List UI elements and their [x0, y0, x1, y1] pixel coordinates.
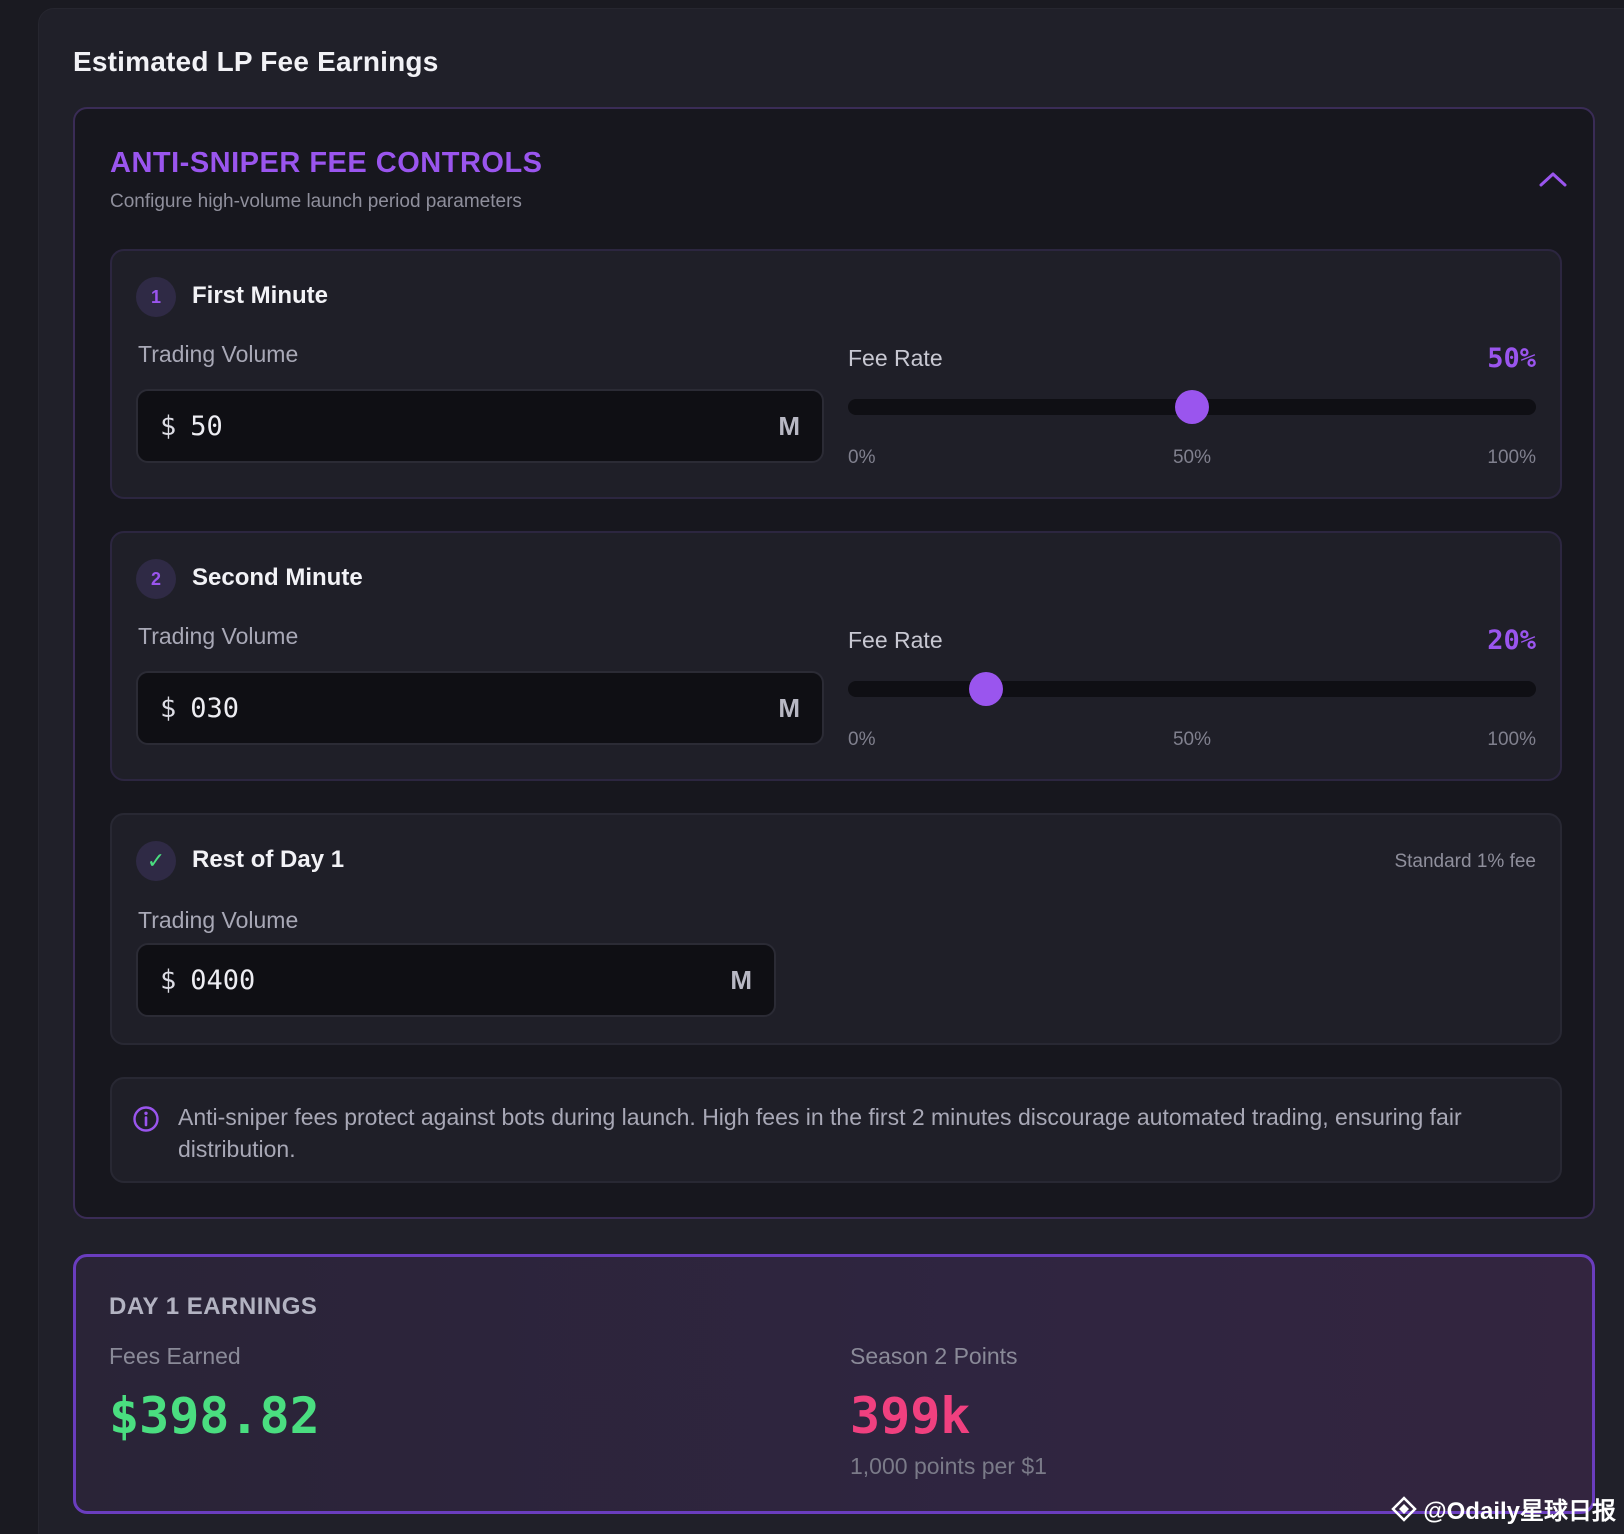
trading-volume-value[interactable]: 50 — [190, 410, 223, 442]
info-box: Anti-sniper fees protect against bots du… — [110, 1077, 1562, 1183]
slider-thumb[interactable] — [1175, 390, 1209, 424]
section-rest-of-day: ✓ Rest of Day 1 Standard 1% fee Trading … — [110, 813, 1562, 1045]
trading-volume-input[interactable]: $ 030 M — [136, 671, 824, 745]
tick-label: 100% — [1487, 447, 1536, 468]
currency-symbol: $ — [160, 410, 177, 442]
fee-rate-value: 50% — [1487, 343, 1536, 374]
collapse-button[interactable] — [1533, 159, 1573, 199]
info-icon — [133, 1106, 159, 1132]
tick-label: 100% — [1487, 729, 1536, 750]
tick-label: 50% — [1172, 447, 1212, 468]
trading-volume-input[interactable]: $ 0400 M — [136, 943, 776, 1017]
tick-label: 50% — [1172, 729, 1212, 750]
fee-rate-label: Fee Rate — [848, 345, 943, 371]
trading-volume-input[interactable]: $ 50 M — [136, 389, 824, 463]
watermark: @Odaily星球日报 — [1391, 1491, 1616, 1526]
page-title: Estimated LP Fee Earnings — [73, 46, 439, 77]
controls-title: ANTI-SNIPER FEE CONTROLS — [110, 147, 543, 179]
section-second-minute: 2 Second Minute Trading Volume $ 030 M F… — [110, 531, 1562, 781]
section-title: First Minute — [192, 282, 328, 309]
fee-rate-label: Fee Rate — [848, 627, 943, 653]
slider-ticks: 0% 50% 100% — [848, 447, 1536, 471]
fee-rate-value: 20% — [1487, 625, 1536, 656]
info-text: Anti-sniper fees protect against bots du… — [178, 1104, 1462, 1162]
slider-thumb[interactable] — [968, 672, 1003, 706]
fees-earned-value: $398.82 — [109, 1387, 320, 1445]
volume-unit: M — [778, 692, 800, 723]
tick-label: 0% — [848, 729, 876, 750]
volume-unit: M — [730, 964, 752, 995]
currency-symbol: $ — [160, 964, 177, 996]
watermark-text: @Odaily星球日报 — [1423, 1498, 1616, 1525]
anti-sniper-controls-card: ANTI-SNIPER FEE CONTROLS Configure high-… — [73, 107, 1595, 1219]
fee-rate-slider[interactable] — [848, 390, 1536, 424]
section-title: Second Minute — [192, 564, 363, 591]
odaily-logo-icon — [1391, 1495, 1418, 1522]
volume-unit: M — [778, 410, 800, 441]
trading-volume-value[interactable]: 030 — [190, 692, 240, 724]
standard-fee-note: Standard 1% fee — [1394, 851, 1536, 872]
controls-subtitle: Configure high-volume launch period para… — [110, 191, 522, 212]
chevron-up-icon — [1539, 172, 1567, 187]
trading-volume-value[interactable]: 0400 — [190, 964, 256, 996]
tick-label: 0% — [848, 447, 876, 468]
earnings-title: DAY 1 EARNINGS — [109, 1293, 318, 1320]
fee-rate-slider[interactable] — [848, 672, 1536, 706]
trading-volume-label: Trading Volume — [138, 623, 299, 649]
points-rate-note: 1,000 points per $1 — [850, 1453, 1047, 1479]
checkmark-icon: ✓ — [136, 841, 176, 881]
season-points-value: 399k — [850, 1387, 971, 1445]
trading-volume-label: Trading Volume — [138, 907, 299, 933]
section-first-minute: 1 First Minute Trading Volume $ 50 M Fee… — [110, 249, 1562, 499]
section-title: Rest of Day 1 — [192, 846, 345, 873]
step-badge: 1 — [136, 277, 176, 317]
day1-earnings-card: DAY 1 EARNINGS Fees Earned $398.82 Seaso… — [73, 1254, 1595, 1514]
currency-symbol: $ — [160, 692, 177, 724]
slider-ticks: 0% 50% 100% — [848, 729, 1536, 753]
step-badge: 2 — [136, 559, 176, 599]
season-points-label: Season 2 Points — [850, 1343, 1018, 1369]
trading-volume-label: Trading Volume — [138, 341, 299, 367]
fees-earned-label: Fees Earned — [109, 1343, 241, 1369]
